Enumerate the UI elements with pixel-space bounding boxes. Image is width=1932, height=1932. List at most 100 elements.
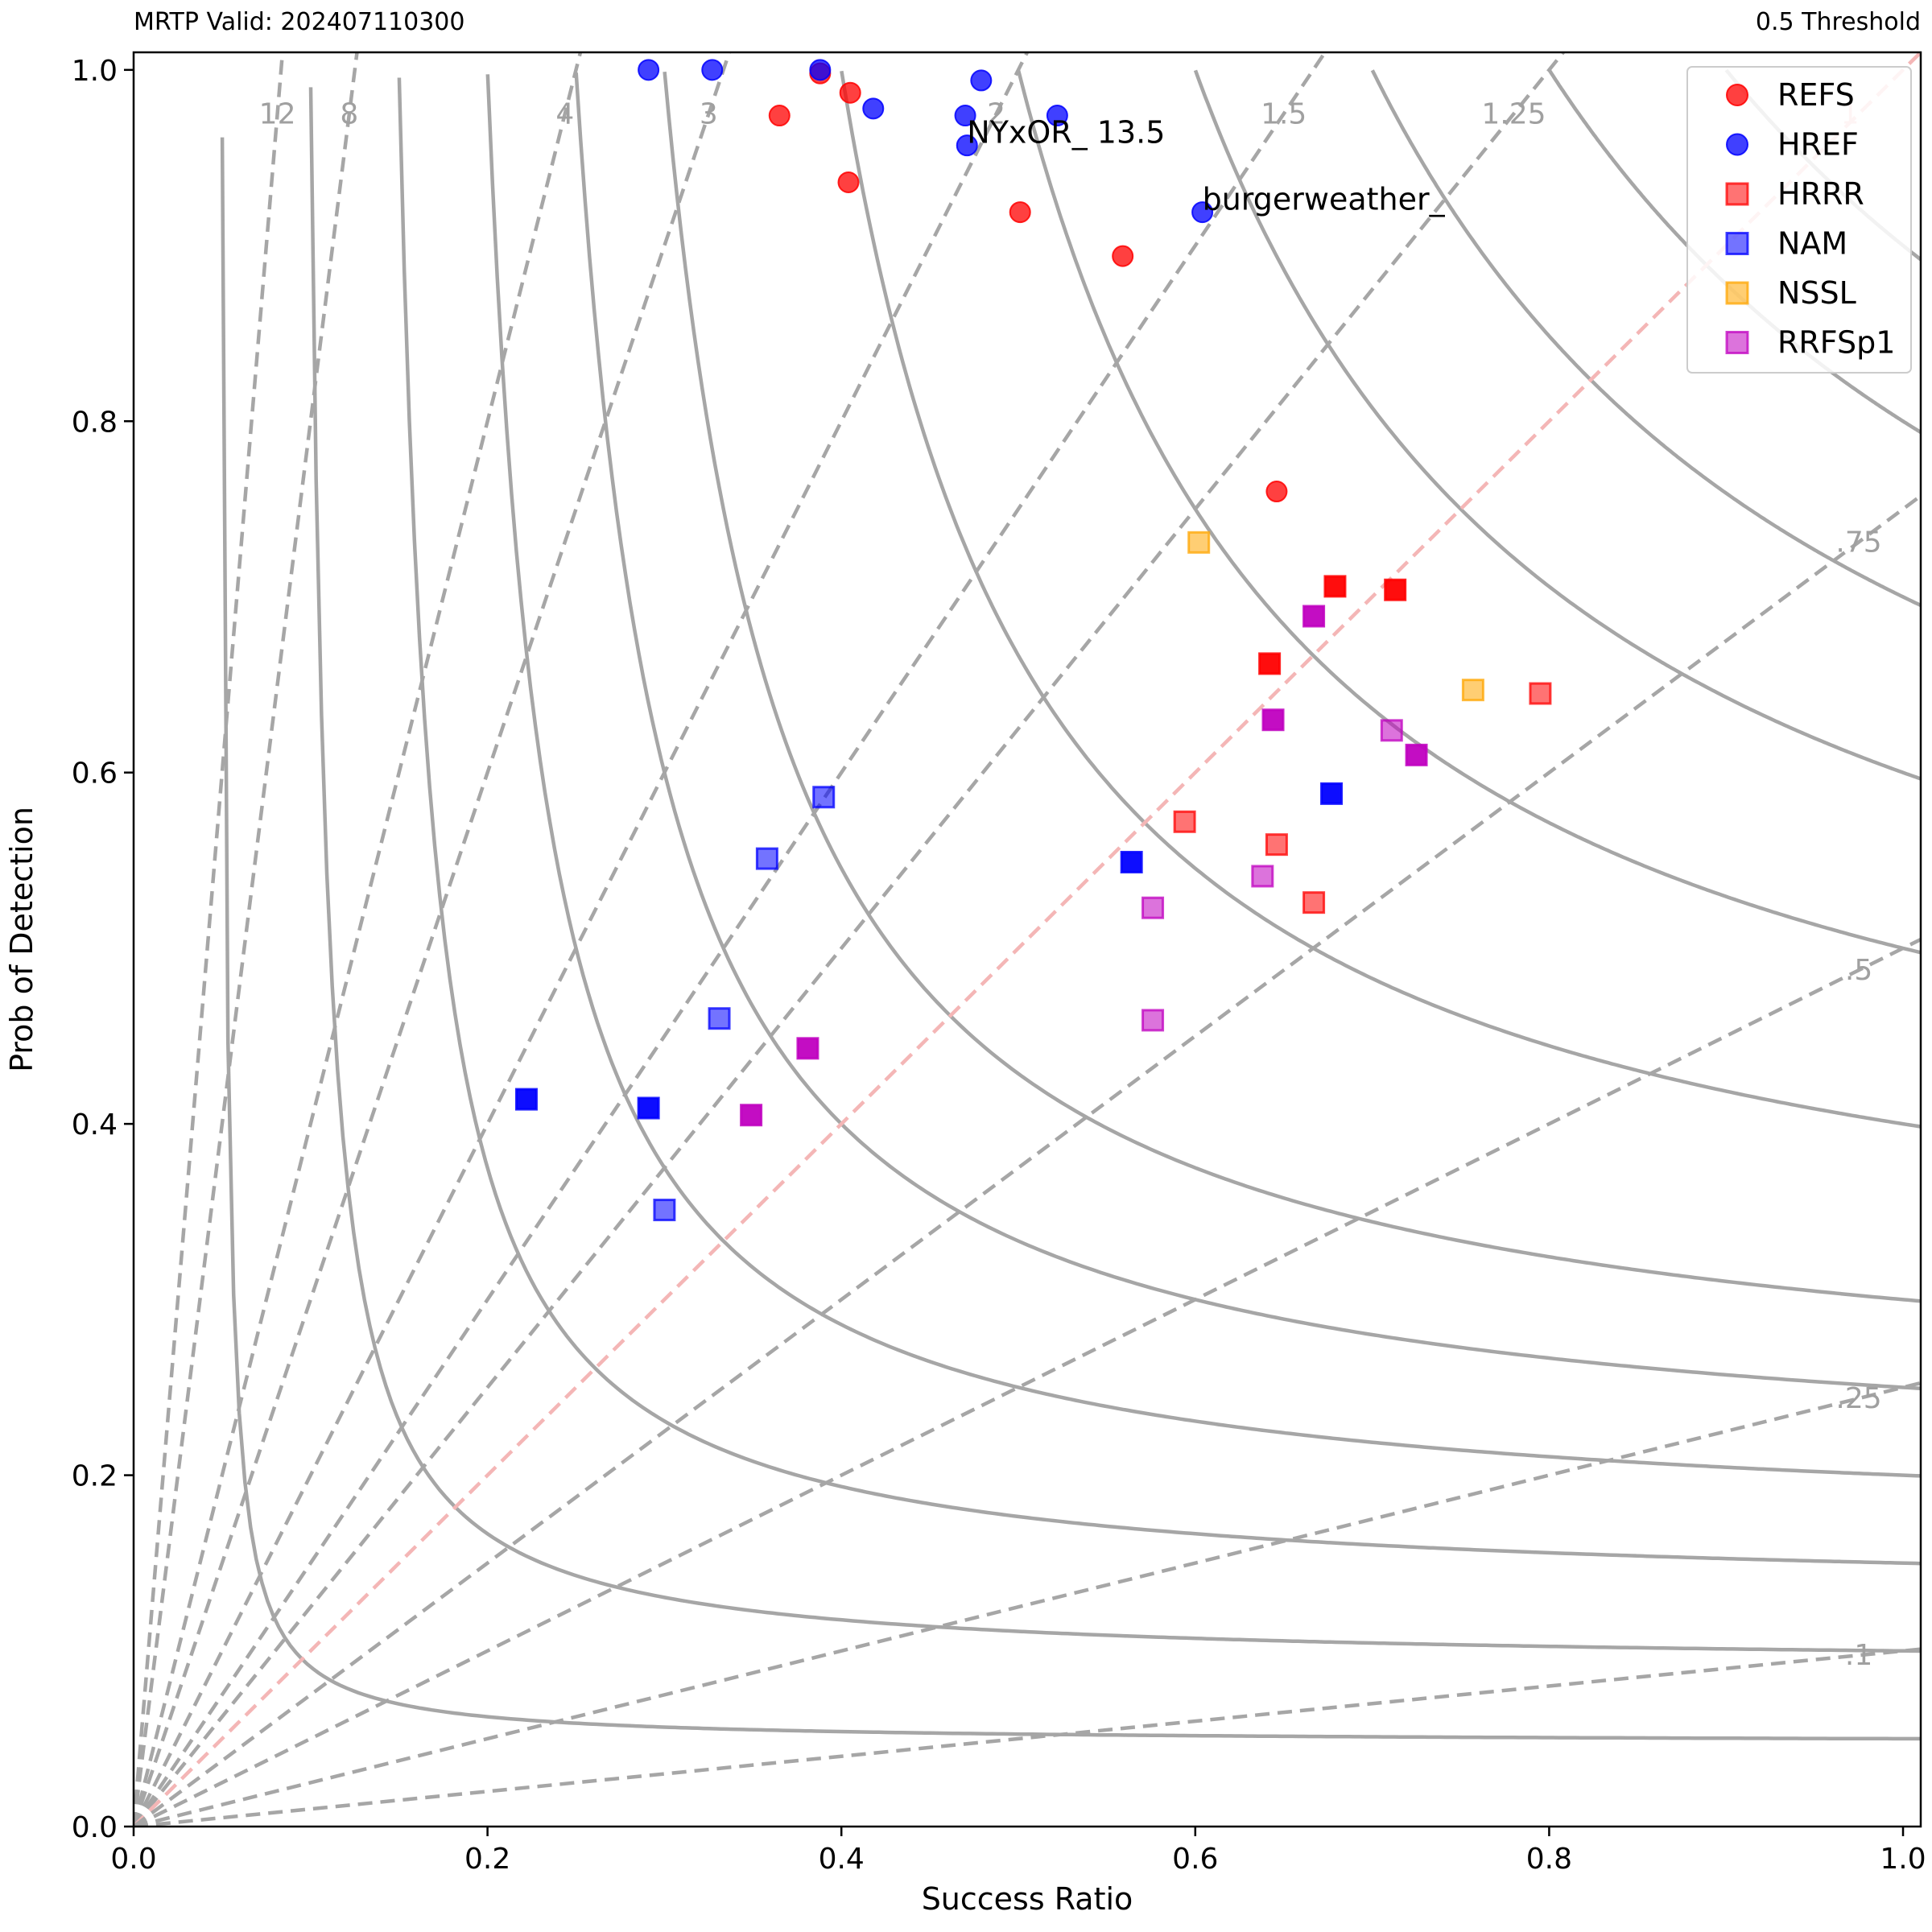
csi-contour bbox=[308, 87, 1921, 1653]
point-nam bbox=[812, 786, 836, 809]
x-tick-label: 0.6 bbox=[1172, 1843, 1218, 1876]
bias-label: 8 bbox=[340, 97, 358, 130]
x-tick-label: 0.8 bbox=[1526, 1843, 1572, 1876]
csi-contour bbox=[220, 137, 1921, 1741]
y-tick-label: 1.0 bbox=[72, 55, 118, 88]
legend-marker bbox=[1726, 133, 1748, 156]
point-refs bbox=[1009, 201, 1031, 224]
point-href bbox=[956, 134, 978, 157]
point-refs bbox=[768, 105, 791, 127]
bias-label: .75 bbox=[1835, 526, 1881, 559]
x-tick-label: 0.2 bbox=[464, 1843, 510, 1876]
point-href bbox=[809, 59, 832, 81]
bias-line bbox=[134, 1647, 1921, 1827]
legend-item: RRFSp1 bbox=[1725, 325, 1895, 361]
point-annotation: burgerweather_ bbox=[1203, 182, 1446, 217]
point-rrfsp1 bbox=[1405, 743, 1428, 766]
point-nam bbox=[1320, 782, 1344, 805]
background-lines bbox=[134, 52, 1921, 1827]
point-nam bbox=[653, 1199, 676, 1222]
point-href bbox=[970, 69, 993, 92]
y-tick-label: 0.6 bbox=[72, 758, 118, 791]
y-tick-label: 0.0 bbox=[72, 1811, 118, 1844]
csi-contour bbox=[397, 77, 1921, 1566]
bias-label: .25 bbox=[1835, 1382, 1881, 1415]
header-left-title: MRTP Valid: 202407110300 bbox=[134, 8, 464, 36]
x-axis-label: Success Ratio bbox=[922, 1881, 1133, 1917]
csi-contour bbox=[1370, 69, 1921, 608]
bias-line bbox=[134, 1381, 1921, 1827]
legend-label: NAM bbox=[1777, 226, 1847, 262]
point-nam bbox=[637, 1096, 660, 1120]
point-hrrr bbox=[1323, 575, 1347, 598]
point-refs bbox=[837, 171, 860, 193]
point-hrrr bbox=[1265, 833, 1288, 857]
bias-label: 12 bbox=[259, 97, 296, 130]
point-hrrr bbox=[1529, 682, 1552, 705]
point-href bbox=[862, 97, 885, 120]
legend-label: RRFSp1 bbox=[1777, 325, 1895, 361]
legend-marker bbox=[1726, 84, 1748, 106]
point-annotation: NYxOR_ 13.5 bbox=[967, 115, 1165, 151]
bias-label: .5 bbox=[1845, 954, 1872, 987]
csi-contour bbox=[1017, 70, 1921, 955]
y-axis-ticks: 0.0 0.2 0.4 0.6 0.8 1.0 bbox=[72, 55, 134, 1844]
legend-item: NSSL bbox=[1725, 275, 1856, 311]
legend-item: HRRR bbox=[1725, 176, 1864, 212]
point-nam bbox=[755, 847, 778, 870]
point-rrfsp1 bbox=[796, 1037, 819, 1060]
point-nam bbox=[514, 1088, 538, 1111]
legend-item: REFS bbox=[1726, 77, 1855, 113]
point-rrfsp1 bbox=[1141, 1009, 1165, 1032]
header-right-title: 0.5 Threshold bbox=[1756, 8, 1921, 36]
bias-line bbox=[134, 52, 359, 1827]
point-rrfsp1 bbox=[1141, 896, 1165, 919]
bias-line bbox=[134, 493, 1921, 1827]
plot-frame bbox=[132, 51, 1922, 1828]
point-href bbox=[638, 59, 660, 81]
bias-label: 4 bbox=[555, 97, 574, 130]
csi-contour bbox=[1193, 69, 1921, 781]
csi-contour bbox=[663, 71, 1921, 1303]
bias-line bbox=[134, 52, 1921, 1827]
point-rrfsp1 bbox=[1380, 719, 1403, 742]
legend-marker bbox=[1725, 182, 1749, 206]
bias-label: 3 bbox=[700, 97, 718, 130]
point-href bbox=[1191, 201, 1214, 224]
bias-line bbox=[134, 52, 732, 1827]
legend-marker bbox=[1725, 232, 1749, 255]
legend-label: HREF bbox=[1777, 127, 1859, 163]
point-nssl bbox=[1187, 530, 1211, 554]
point-hrrr bbox=[1302, 891, 1326, 914]
point-rrfsp1 bbox=[1251, 865, 1274, 888]
csi-contour bbox=[840, 70, 1921, 1129]
point-refs bbox=[1265, 481, 1288, 503]
point-rrfsp1 bbox=[1302, 605, 1326, 628]
bias-label: .1 bbox=[1845, 1639, 1872, 1672]
point-href bbox=[701, 59, 724, 81]
point-hrrr bbox=[1258, 652, 1282, 675]
bias-line bbox=[134, 52, 285, 1827]
x-axis-ticks: 0.0 0.2 0.4 0.6 0.8 1.0 bbox=[110, 1827, 1926, 1876]
legend-marker bbox=[1725, 331, 1749, 354]
point-rrfsp1 bbox=[1261, 708, 1285, 732]
y-tick-label: 0.2 bbox=[72, 1460, 118, 1493]
point-annotations: NYxOR_ 13.5 burgerweather_ bbox=[967, 115, 1445, 217]
csi-contour bbox=[485, 74, 1921, 1478]
legend-label: HRRR bbox=[1777, 176, 1864, 212]
legend-label: REFS bbox=[1777, 77, 1855, 113]
point-nam bbox=[1120, 850, 1143, 873]
x-tick-label: 0.0 bbox=[110, 1843, 156, 1876]
bias-line bbox=[134, 52, 1327, 1827]
y-tick-label: 0.8 bbox=[72, 406, 118, 439]
bias-label: 1.25 bbox=[1481, 97, 1546, 130]
y-tick-label: 0.4 bbox=[72, 1108, 118, 1141]
legend-label: NSSL bbox=[1777, 275, 1856, 311]
point-hrrr bbox=[1384, 578, 1407, 601]
legend-marker bbox=[1725, 281, 1749, 305]
point-nssl bbox=[1461, 679, 1484, 702]
y-axis-label: Prob of Detection bbox=[4, 807, 39, 1072]
legend-item: NAM bbox=[1725, 226, 1847, 262]
